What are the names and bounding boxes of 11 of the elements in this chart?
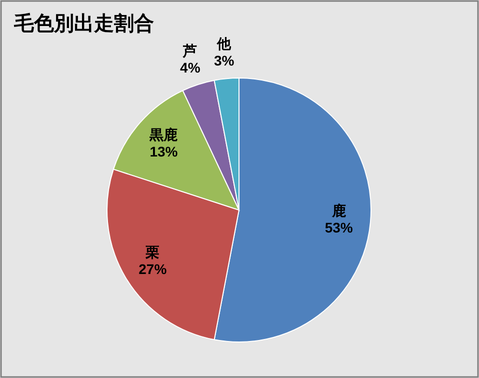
- data-label: 4%: [180, 60, 201, 76]
- data-label: 13%: [150, 144, 178, 160]
- chart-title: 毛色別出走割合: [13, 12, 154, 35]
- slice-label: 栗: [144, 244, 160, 260]
- data-label: 53%: [324, 219, 354, 236]
- slice-label: 黒鹿: [148, 126, 178, 143]
- data-label: 27%: [138, 261, 168, 278]
- data-label: 3%: [214, 52, 235, 69]
- slice-label: 芦: [182, 42, 198, 59]
- slice-label: 鹿: [330, 202, 346, 218]
- slice-label: 他: [216, 36, 232, 52]
